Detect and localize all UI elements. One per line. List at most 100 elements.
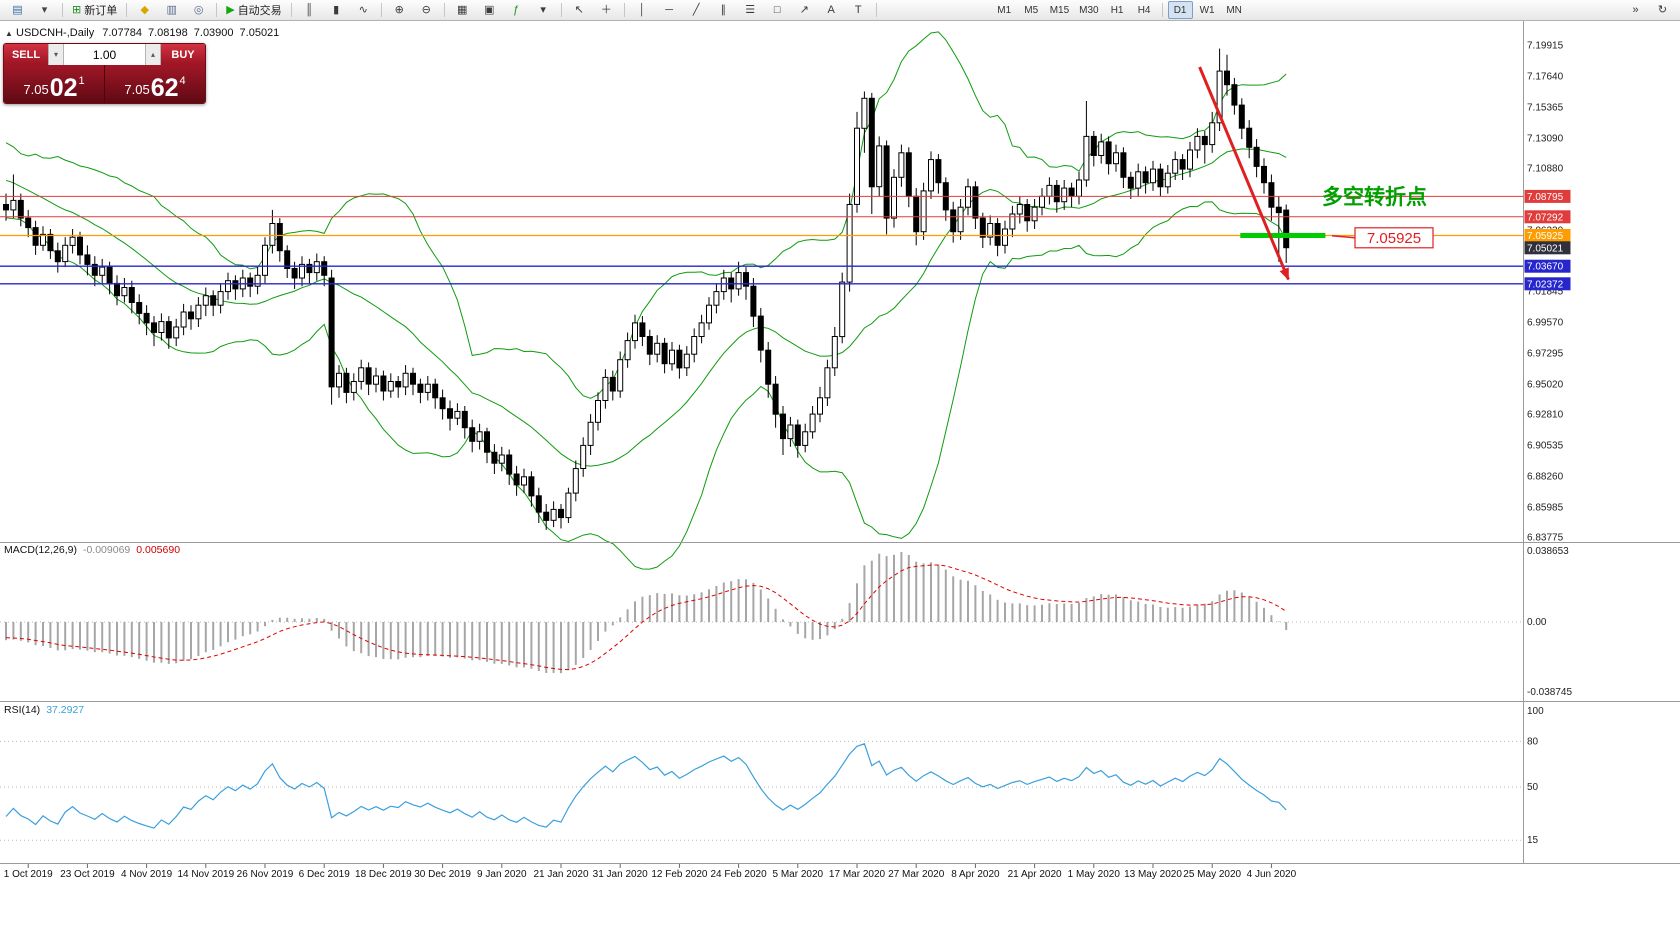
candlesticks [3, 48, 1290, 530]
price-tick-label: 6.97295 [1527, 348, 1564, 359]
fibonacci-tool[interactable]: ☰ [738, 1, 763, 19]
price-tick-label: 6.92810 [1527, 410, 1564, 421]
rsi-panel [0, 740, 1523, 841]
toolbar-separator [380, 3, 382, 17]
one-click-trading-panel: SELL ▾ ▴ BUY 7.05 02 1 7.05 62 4 [3, 43, 206, 104]
new-chart[interactable]: ▤ [5, 1, 30, 19]
sell-price-button[interactable]: 7.05 02 1 [4, 65, 105, 103]
print[interactable]: ▥ [159, 1, 184, 19]
macd-main-value: -0.009069 [83, 544, 130, 556]
date-label: 17 Mar 2020 [829, 869, 886, 880]
indicators-list-dropdown-icon: ▾ [540, 3, 546, 16]
zoom-in[interactable]: ⊕ [387, 1, 412, 19]
chart-shift-icon: » [1632, 3, 1639, 16]
cursor-tool[interactable]: ↖ [567, 1, 592, 19]
price-callout-text: 7.05925 [1367, 230, 1421, 247]
timeframe-h1-label: H1 [1110, 4, 1124, 16]
price-tick-label: 7.17640 [1527, 72, 1564, 83]
arrange-windows[interactable]: ▣ [477, 1, 502, 19]
sell-button[interactable]: SELL [4, 44, 48, 65]
timeframe-m15[interactable]: M15 [1046, 1, 1073, 19]
shapes-tool[interactable]: □ [765, 1, 790, 19]
text-label-tool[interactable]: T [846, 1, 871, 19]
timeframe-h4[interactable]: H4 [1132, 1, 1157, 19]
crosshair-tool-icon: ＋ [600, 3, 612, 16]
timeframe-m30[interactable]: M30 [1075, 1, 1102, 19]
auto-trading[interactable]: ▶ 自动交易 [222, 1, 285, 19]
date-label: 30 Dec 2019 [414, 869, 471, 880]
candlestick-chart-type[interactable]: ▮ [324, 1, 349, 19]
buy-price-button[interactable]: 7.05 62 4 [105, 65, 205, 103]
indicators-list-dropdown[interactable]: ▾ [531, 1, 556, 19]
price-line-label: 7.08795 [1527, 192, 1564, 203]
toolbar-separator [1161, 3, 1163, 17]
arrow-tool[interactable]: ↗ [792, 1, 817, 19]
timeframe-h1[interactable]: H1 [1105, 1, 1130, 19]
chart-refresh-icon: ↻ [1657, 3, 1668, 16]
vertical-line-tool[interactable]: │ [630, 1, 655, 19]
timeframe-w1[interactable]: W1 [1195, 1, 1220, 19]
timeframe-m5[interactable]: M5 [1019, 1, 1044, 19]
price-line-label: 7.07292 [1527, 212, 1564, 223]
price-tick-label: 6.95020 [1527, 379, 1564, 390]
one-click-collapse-icon[interactable]: ▲ [5, 29, 13, 38]
trendline-tool[interactable]: ╱ [684, 1, 709, 19]
date-label: 13 May 2020 [1124, 869, 1182, 880]
text-tool-icon: A [827, 3, 835, 16]
chart-annotations: 多空转折点 7.05925 [1198, 66, 1434, 281]
indicators[interactable]: ƒ [504, 1, 529, 19]
new-order[interactable]: ⊞ 新订单 [68, 1, 121, 19]
timeframe-m1[interactable]: M1 [992, 1, 1017, 19]
volume-decrease-button[interactable]: ▾ [48, 44, 64, 65]
date-label: 24 Feb 2020 [711, 869, 768, 880]
new-order-icon: ⊞ [72, 3, 82, 16]
zoom-out-icon: ⊖ [421, 3, 431, 16]
downtrend-arrow [1198, 66, 1290, 281]
price-tick-label: 6.85985 [1527, 502, 1564, 513]
chart-refresh[interactable]: ↻ [1650, 1, 1675, 19]
arrow-tool-icon: ↗ [799, 3, 809, 16]
date-label: 1 May 2020 [1068, 869, 1121, 880]
chart-profiles-dropdown[interactable]: ▾ [32, 1, 57, 19]
date-label: 8 Apr 2020 [951, 869, 1000, 880]
chart-shift[interactable]: » [1623, 1, 1648, 19]
metaeditor[interactable]: ◆ [132, 1, 157, 19]
horizontal-line-tool[interactable]: ─ [657, 1, 682, 19]
print-preview[interactable]: ◎ [186, 1, 211, 19]
toolbar-separator [290, 3, 292, 17]
chart-area[interactable]: 多空转折点 7.05925 7.19915 7.17640 7.15365 7.1309… [0, 21, 1680, 943]
date-axis[interactable]: 1 Oct 2019 23 Oct 2019 4 Nov 2019 14 Nov 20… [4, 864, 1297, 880]
channel-tool[interactable]: ∥ [711, 1, 736, 19]
one-click-price-row: 7.05 02 1 7.05 62 4 [4, 65, 205, 103]
cursor-tool-icon: ↖ [574, 3, 584, 16]
buy-price-sup: 4 [179, 75, 186, 87]
price-tick-label: 6.90535 [1527, 441, 1564, 452]
rsi-value: 37.2927 [46, 704, 84, 716]
rsi-label: RSI(14) [4, 704, 40, 716]
trendline-tool-icon: ╱ [692, 3, 700, 16]
price-tick-label: 6.99570 [1527, 318, 1564, 329]
timeframe-mn[interactable]: MN [1222, 1, 1247, 19]
print-icon: ▥ [166, 3, 177, 16]
line-chart-type[interactable]: ∿ [351, 1, 376, 19]
price-scale[interactable]: 7.199157.176407.153657.130907.108807.063… [1524, 41, 1573, 847]
price-callout-box [1354, 227, 1434, 249]
date-label: 4 Nov 2019 [121, 869, 173, 880]
tile-windows[interactable]: ▦ [450, 1, 475, 19]
volume-input[interactable] [64, 44, 145, 65]
line-chart-type-icon: ∿ [358, 3, 368, 16]
fibonacci-tool-icon: ☰ [745, 3, 756, 16]
macd-scale-label: 0.00 [1527, 617, 1547, 628]
buy-button[interactable]: BUY [161, 44, 205, 65]
bar-chart-type[interactable]: ║ [297, 1, 322, 19]
zoom-out[interactable]: ⊖ [414, 1, 439, 19]
timeframe-d1[interactable]: D1 [1167, 1, 1193, 19]
text-tool[interactable]: A [819, 1, 844, 19]
crosshair-tool[interactable]: ＋ [594, 1, 619, 19]
price-tick-label: 6.88260 [1527, 471, 1564, 482]
new-order-label: 新订单 [84, 5, 118, 17]
toolbar-separator [62, 3, 63, 17]
toolbar-separator [875, 3, 877, 17]
turning-point-annotation: 多空转折点 [1322, 185, 1427, 209]
volume-increase-button[interactable]: ▴ [145, 44, 161, 65]
